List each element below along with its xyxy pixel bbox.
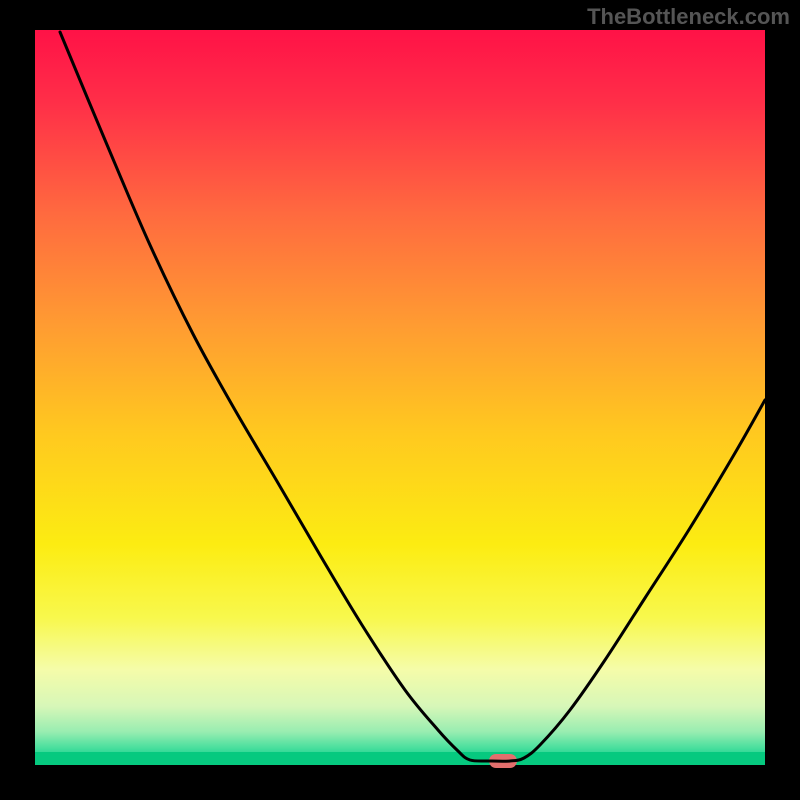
green-baseline-band: [35, 752, 765, 765]
chart-background-gradient: [35, 30, 765, 765]
watermark-text: TheBottleneck.com: [587, 4, 790, 30]
bottleneck-point-marker: [489, 754, 517, 768]
chart-container: TheBottleneck.com: [0, 0, 800, 800]
